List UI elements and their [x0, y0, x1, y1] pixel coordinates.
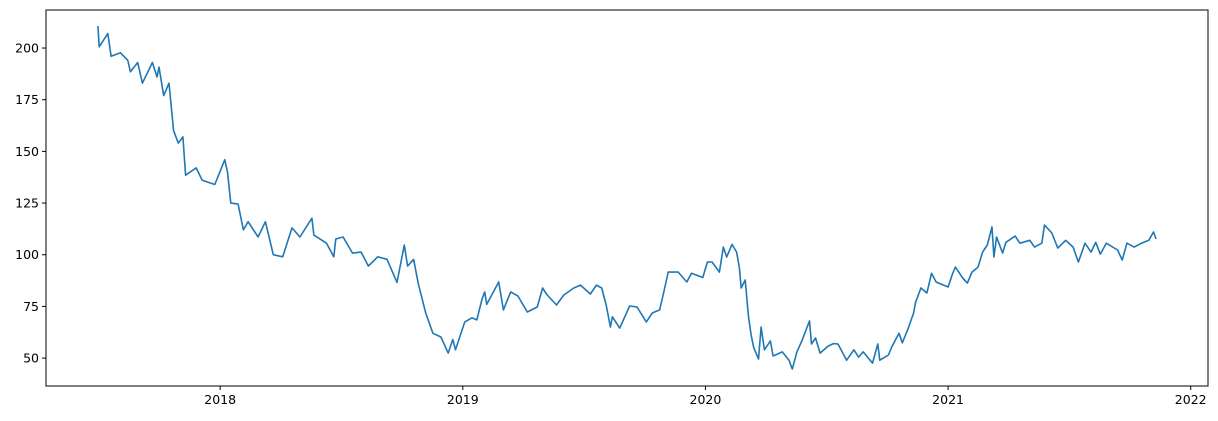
y-axis: 50 75 100 125 150 175 200: [15, 41, 46, 366]
x-tick-label: 2020: [690, 392, 722, 407]
series-line-0: [97, 26, 1157, 370]
y-tick-label: 50: [23, 351, 39, 366]
y-tick-label: 100: [15, 247, 39, 262]
y-tick-label: 75: [23, 299, 39, 314]
y-tick-label: 150: [15, 144, 39, 159]
plot-frame: [45, 9, 1209, 387]
y-tick-label: 200: [15, 41, 39, 56]
y-tick-label: 175: [15, 92, 39, 107]
x-axis: 2018 2019 2020 2021 2022: [204, 386, 1207, 407]
series-layer: [97, 26, 1157, 370]
y-tick-label: 125: [15, 196, 39, 211]
x-tick-label: 2019: [447, 392, 479, 407]
x-tick-label: 2021: [932, 392, 964, 407]
x-tick-label: 2022: [1175, 392, 1207, 407]
x-tick-label: 2018: [204, 392, 236, 407]
